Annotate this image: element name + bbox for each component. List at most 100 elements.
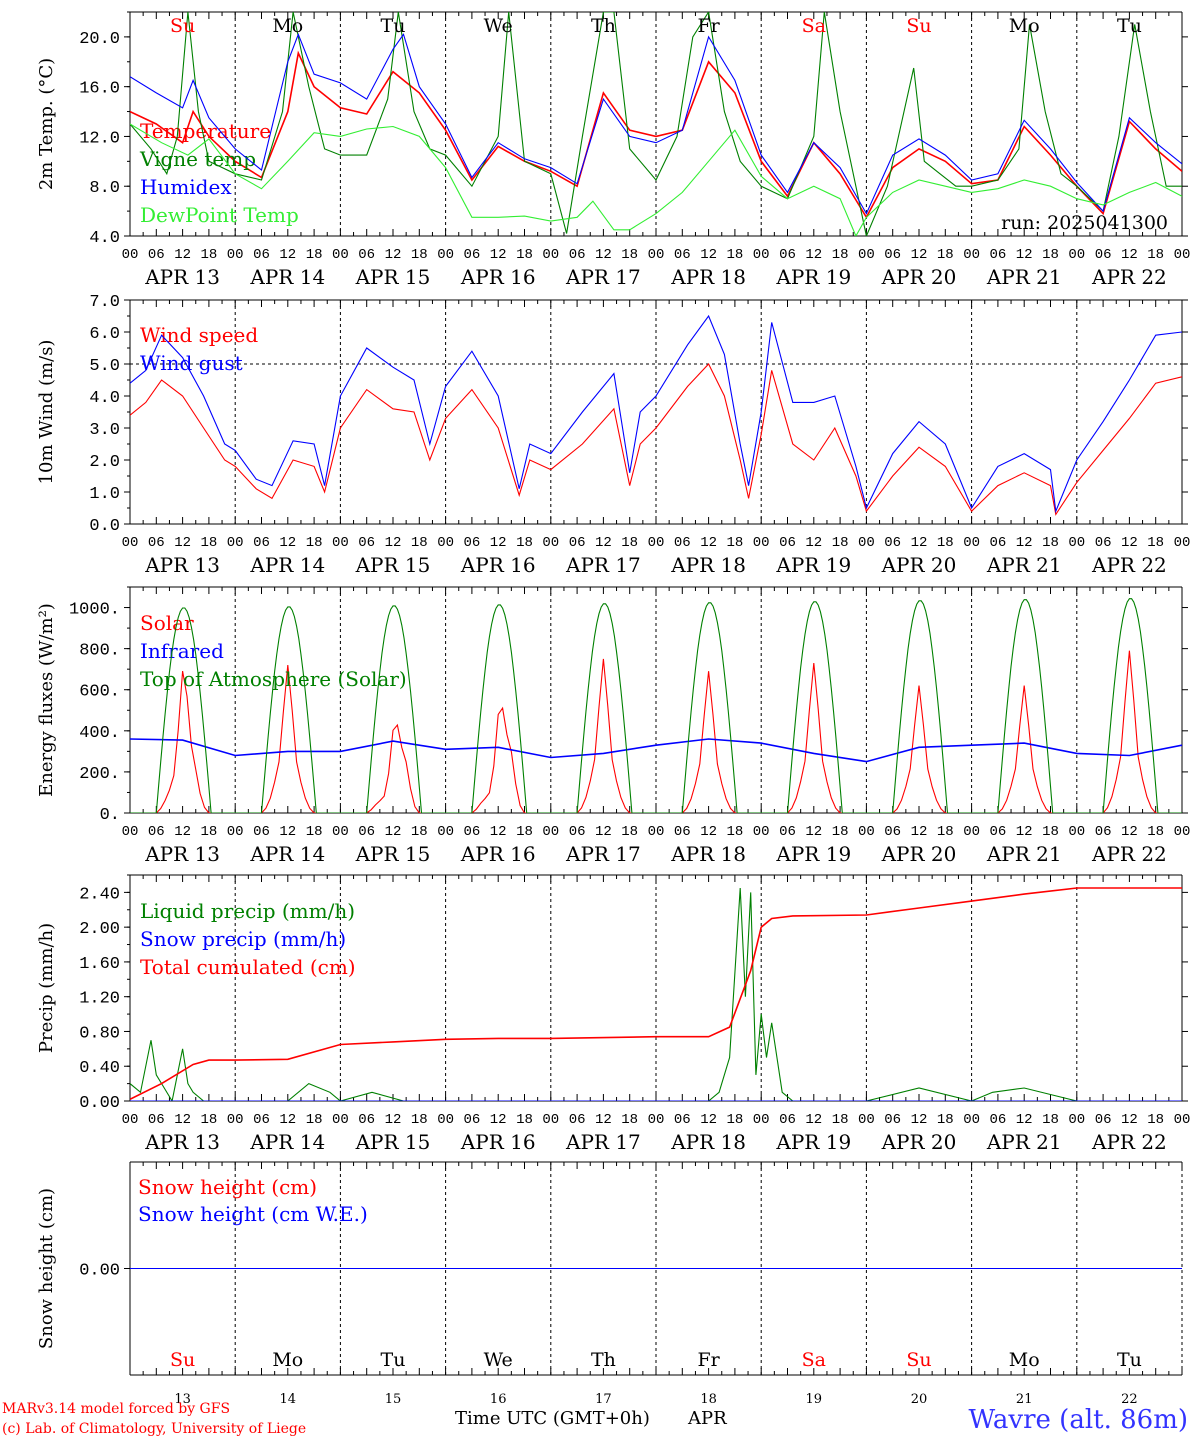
hour-tick-label: 12 bbox=[279, 535, 296, 551]
y-tick-label: 12.0 bbox=[79, 129, 120, 148]
day-number-label: 22 bbox=[1121, 1392, 1138, 1407]
date-label: APR 13 bbox=[144, 842, 220, 866]
hour-tick-label: 12 bbox=[805, 1112, 822, 1128]
hour-tick-label: 00 bbox=[1174, 824, 1191, 840]
legend-entry: DewPoint Temp bbox=[140, 203, 299, 227]
date-label: APR 15 bbox=[355, 265, 431, 289]
y-tick-label: 4.0 bbox=[89, 389, 120, 408]
date-label: APR 14 bbox=[249, 553, 325, 577]
y-tick-label: 1.20 bbox=[79, 990, 120, 1009]
hour-tick-label: 00 bbox=[122, 247, 139, 263]
hour-tick-label: 18 bbox=[411, 535, 428, 551]
hour-tick-label: 00 bbox=[1068, 535, 1085, 551]
hour-tick-label: 18 bbox=[411, 824, 428, 840]
legend-entry: Top of Atmosphere (Solar) bbox=[140, 667, 407, 691]
day-of-week-label: Fr bbox=[697, 15, 720, 37]
hour-tick-label: 18 bbox=[832, 1112, 849, 1128]
date-label: APR 14 bbox=[249, 1130, 325, 1154]
date-label: APR 20 bbox=[881, 842, 957, 866]
hour-tick-label: 00 bbox=[1068, 1112, 1085, 1128]
hour-tick-label: 00 bbox=[753, 1112, 770, 1128]
day-of-week-label: Tu bbox=[1117, 1349, 1142, 1371]
legend-entry: Humidex bbox=[140, 175, 232, 199]
hour-tick-label: 18 bbox=[411, 247, 428, 263]
hour-tick-label: 12 bbox=[490, 824, 507, 840]
series-line-wind-speed bbox=[130, 363, 1182, 516]
hour-tick-label: 06 bbox=[463, 247, 480, 263]
hour-tick-label: 00 bbox=[1068, 824, 1085, 840]
hour-tick-label: 00 bbox=[753, 247, 770, 263]
hour-tick-label: 00 bbox=[542, 535, 559, 551]
date-label: APR 16 bbox=[460, 1130, 536, 1154]
hour-tick-label: 18 bbox=[200, 824, 217, 840]
day-number-label: 14 bbox=[280, 1392, 297, 1407]
date-label: APR 18 bbox=[670, 842, 746, 866]
date-label: APR 19 bbox=[775, 1130, 851, 1154]
date-label: APR 19 bbox=[775, 553, 851, 577]
hour-tick-label: 18 bbox=[726, 247, 743, 263]
hour-tick-label: 06 bbox=[358, 1112, 375, 1128]
hour-tick-label: 00 bbox=[122, 535, 139, 551]
meteogram-panels: 4.0 8.0 12.0 16.0 20.0 2m Temp. (°C) Temperatu… bbox=[36, 11, 1191, 1407]
hour-tick-label: 00 bbox=[963, 1112, 980, 1128]
date-label: APR 13 bbox=[144, 265, 220, 289]
hour-tick-label: 06 bbox=[253, 247, 270, 263]
hour-tick-label: 00 bbox=[227, 247, 244, 263]
hour-tick-label: 18 bbox=[516, 535, 533, 551]
y-tick-label: 0. bbox=[100, 806, 120, 825]
hour-tick-label: 18 bbox=[411, 1112, 428, 1128]
y-tick-label: 0.0 bbox=[89, 517, 120, 536]
hour-tick-label: 06 bbox=[358, 247, 375, 263]
series-line-humidex bbox=[130, 32, 1182, 215]
hour-tick-label: 00 bbox=[122, 824, 139, 840]
hour-tick-label: 06 bbox=[989, 1112, 1006, 1128]
date-label: APR 16 bbox=[460, 265, 536, 289]
date-label: APR 21 bbox=[986, 553, 1062, 577]
y-tick-label: 800. bbox=[79, 642, 120, 661]
hour-tick-label: 18 bbox=[621, 247, 638, 263]
legend-entry: Snow height (cm) bbox=[138, 1175, 317, 1199]
hour-tick-label: 18 bbox=[832, 247, 849, 263]
y-axis-label: 10m Wind (m/s) bbox=[36, 340, 57, 485]
hour-tick-label: 06 bbox=[253, 824, 270, 840]
hour-tick-label: 06 bbox=[148, 535, 165, 551]
hour-tick-label: 18 bbox=[516, 824, 533, 840]
day-of-week-label: Su bbox=[906, 1349, 931, 1371]
y-tick-label: 0.80 bbox=[79, 1024, 120, 1043]
hour-tick-label: 00 bbox=[332, 1112, 349, 1128]
hour-tick-label: 12 bbox=[174, 247, 191, 263]
hour-tick-label: 12 bbox=[490, 1112, 507, 1128]
hour-tick-label: 00 bbox=[858, 1112, 875, 1128]
date-label: APR 14 bbox=[249, 842, 325, 866]
hour-tick-label: 06 bbox=[1095, 535, 1112, 551]
hour-tick-label: 12 bbox=[174, 535, 191, 551]
day-of-week-label: Sa bbox=[802, 15, 826, 37]
day-of-week-label: Mo bbox=[1009, 1349, 1040, 1371]
y-tick-label: 1.60 bbox=[79, 955, 120, 974]
date-label: APR 17 bbox=[565, 842, 641, 866]
day-of-week-label: Su bbox=[906, 15, 931, 37]
hour-tick-label: 00 bbox=[963, 824, 980, 840]
hour-tick-label: 12 bbox=[490, 535, 507, 551]
date-label: APR 13 bbox=[144, 1130, 220, 1154]
hour-tick-label: 00 bbox=[753, 535, 770, 551]
hour-tick-label: 06 bbox=[253, 1112, 270, 1128]
hour-tick-label: 06 bbox=[674, 535, 691, 551]
y-tick-label: 7.0 bbox=[89, 293, 120, 312]
hour-tick-label: 12 bbox=[595, 824, 612, 840]
series-line-total-cumulated-cm- bbox=[130, 887, 1182, 1101]
hour-tick-label: 06 bbox=[569, 247, 586, 263]
day-of-week-label: Mo bbox=[1009, 15, 1040, 37]
hour-tick-label: 06 bbox=[148, 247, 165, 263]
hour-tick-label: 06 bbox=[358, 824, 375, 840]
date-label: APR 20 bbox=[881, 553, 957, 577]
day-of-week-label: Sa bbox=[802, 1349, 826, 1371]
hour-tick-label: 18 bbox=[306, 535, 323, 551]
hour-tick-label: 18 bbox=[1147, 824, 1164, 840]
date-label: APR 18 bbox=[670, 553, 746, 577]
hour-tick-label: 06 bbox=[1095, 824, 1112, 840]
hour-tick-label: 06 bbox=[148, 1112, 165, 1128]
hour-tick-label: 18 bbox=[306, 247, 323, 263]
day-number-label: 21 bbox=[1016, 1392, 1033, 1407]
